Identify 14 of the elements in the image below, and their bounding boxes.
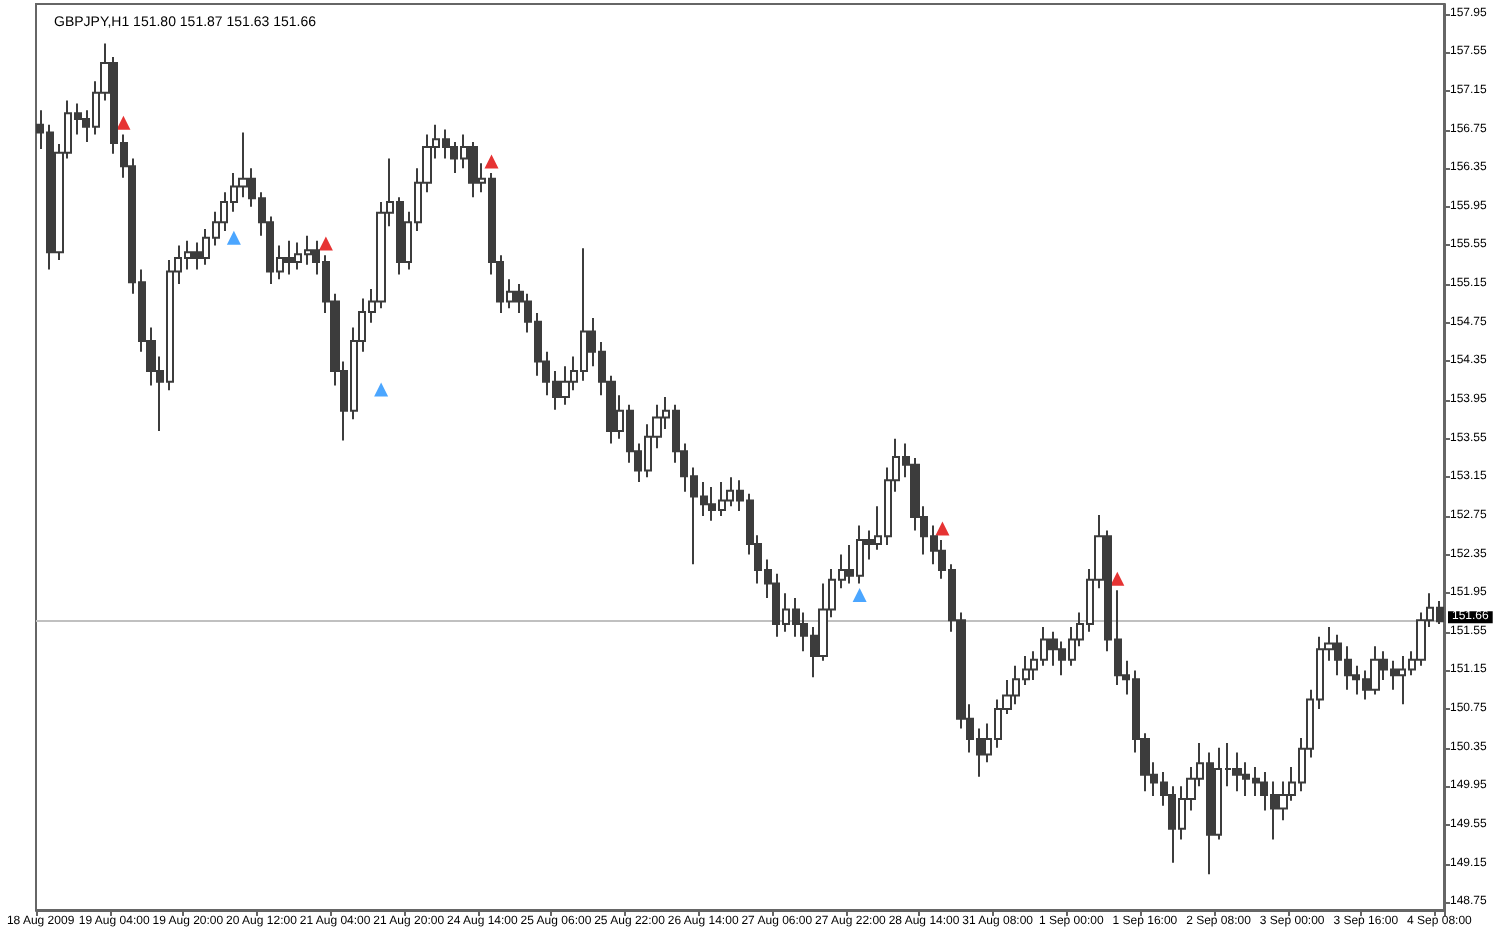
point	[226, 230, 241, 245]
point	[935, 521, 950, 536]
point	[318, 236, 333, 251]
candlestick	[468, 141, 478, 199]
point	[1110, 571, 1125, 586]
point	[374, 382, 389, 397]
candlestick	[1232, 751, 1242, 793]
point	[852, 588, 867, 603]
candlestick	[560, 365, 570, 406]
point	[116, 115, 131, 130]
candlestick	[1048, 630, 1058, 667]
candlestick	[1370, 645, 1380, 696]
point	[484, 154, 499, 169]
candlestick	[284, 239, 294, 276]
